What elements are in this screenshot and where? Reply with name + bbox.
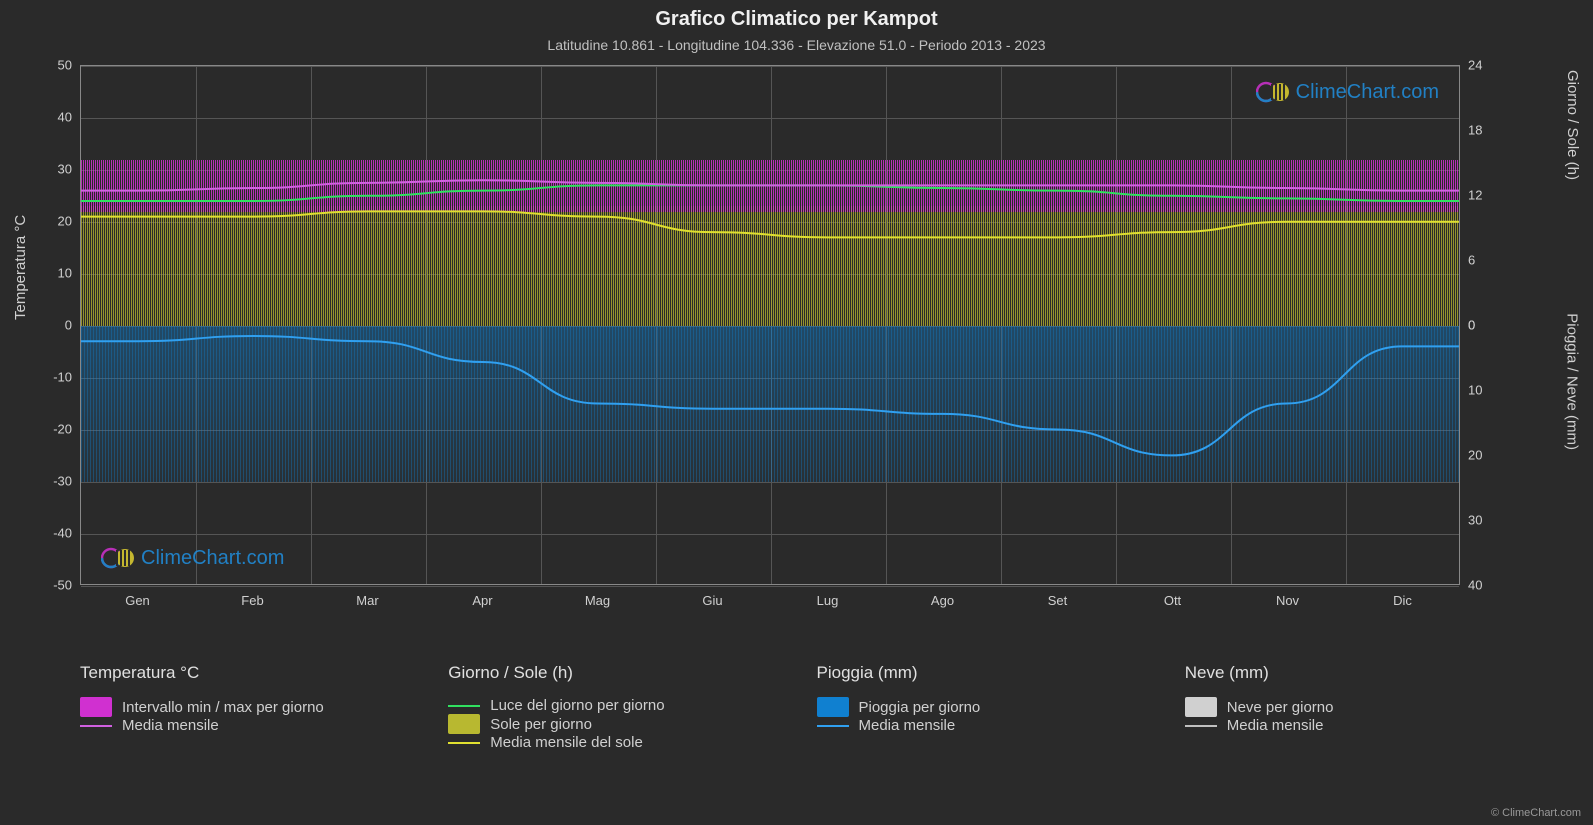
x-tick-month: Nov [1276, 593, 1299, 608]
x-tick-month: Gen [125, 593, 150, 608]
y-tick-right-bottom: 0 [1468, 318, 1508, 333]
legend-swatch [817, 697, 849, 717]
legend-item: Media mensile del sole [448, 734, 776, 751]
legend-line-icon [448, 742, 480, 744]
legend-item: Pioggia per giorno [817, 697, 1145, 717]
y-tick-left: -20 [32, 422, 72, 437]
legend-col-snow: Neve (mm) Neve per giornoMedia mensile [1185, 663, 1513, 813]
y-tick-right-top: 6 [1468, 253, 1508, 268]
chart-subtitle: Latitudine 10.861 - Longitudine 104.336 … [0, 31, 1593, 53]
legend-title-rain: Pioggia (mm) [817, 663, 1145, 683]
legend-col-rain: Pioggia (mm) Pioggia per giornoMedia men… [817, 663, 1145, 813]
legend-label: Sole per giorno [490, 716, 592, 733]
legend-line-icon [817, 725, 849, 727]
x-tick-month: Ago [931, 593, 954, 608]
logo-top: ClimeChart.com [1256, 80, 1439, 104]
legend-swatch [1185, 697, 1217, 717]
y-axis-left-title: Temperatura °C [12, 215, 29, 320]
grid-line-h [81, 534, 1459, 535]
grid-line-h [81, 586, 1459, 587]
legend-title-day: Giorno / Sole (h) [448, 663, 776, 683]
y-tick-right-bottom: 20 [1468, 448, 1508, 463]
legend-item: Media mensile [1185, 717, 1513, 734]
grid-line-h [81, 118, 1459, 119]
x-tick-month: Apr [472, 593, 492, 608]
climechart-logo-icon [1256, 80, 1292, 104]
x-tick-month: Feb [241, 593, 263, 608]
x-tick-month: Dic [1393, 593, 1412, 608]
y-tick-left: -10 [32, 370, 72, 385]
legend-label: Pioggia per giorno [859, 699, 981, 716]
legend: Temperatura °C Intervallo min / max per … [80, 663, 1513, 813]
legend-label: Media mensile del sole [490, 734, 643, 751]
y-tick-right-bottom: 10 [1468, 383, 1508, 398]
y-tick-left: 10 [32, 266, 72, 281]
logo-bottom: ClimeChart.com [101, 546, 284, 570]
legend-item: Intervallo min / max per giorno [80, 697, 408, 717]
x-tick-month: Ott [1164, 593, 1181, 608]
chart-title: Grafico Climatico per Kampot [0, 0, 1593, 31]
x-tick-month: Mar [356, 593, 378, 608]
grid-line-h [81, 66, 1459, 67]
y-tick-right-top: 12 [1468, 188, 1508, 203]
legend-item: Media mensile [817, 717, 1145, 734]
legend-line-icon [80, 725, 112, 727]
y-axis-right-top-title: Giorno / Sole (h) [1564, 70, 1581, 180]
x-tick-month: Lug [817, 593, 839, 608]
sun-band [81, 206, 1459, 326]
legend-item: Neve per giorno [1185, 697, 1513, 717]
legend-label: Luce del giorno per giorno [490, 697, 664, 714]
logo-text: ClimeChart.com [141, 547, 284, 570]
y-tick-left: 20 [32, 214, 72, 229]
y-tick-left: 40 [32, 110, 72, 125]
legend-title-temp: Temperatura °C [80, 663, 408, 683]
y-tick-left: 0 [32, 318, 72, 333]
logo-text: ClimeChart.com [1296, 81, 1439, 104]
grid-line-h [81, 482, 1459, 483]
legend-item: Media mensile [80, 717, 408, 734]
y-tick-right-top: 18 [1468, 123, 1508, 138]
legend-col-day: Giorno / Sole (h) Luce del giorno per gi… [448, 663, 776, 813]
x-tick-month: Giu [702, 593, 722, 608]
climechart-logo-icon [101, 546, 137, 570]
y-tick-right-bottom: 40 [1468, 578, 1508, 593]
chart-plot-area: ClimeChart.com ClimeChart.com [80, 65, 1460, 585]
legend-swatch [448, 714, 480, 734]
y-tick-left: 50 [32, 58, 72, 73]
y-tick-right-bottom: 30 [1468, 513, 1508, 528]
temp-range-band [81, 160, 1459, 212]
legend-title-snow: Neve (mm) [1185, 663, 1513, 683]
y-axis-right-bottom-title: Pioggia / Neve (mm) [1564, 313, 1581, 450]
legend-item: Luce del giorno per giorno [448, 697, 776, 714]
legend-col-temp: Temperatura °C Intervallo min / max per … [80, 663, 408, 813]
x-tick-month: Mag [585, 593, 610, 608]
legend-label: Media mensile [122, 717, 219, 734]
y-tick-left: -40 [32, 526, 72, 541]
legend-line-icon [448, 705, 480, 707]
rain-band-stripes [81, 326, 1459, 482]
y-tick-left: -30 [32, 474, 72, 489]
y-tick-left: 30 [32, 162, 72, 177]
y-tick-right-top: 24 [1468, 58, 1508, 73]
copyright: © ClimeChart.com [1491, 807, 1581, 819]
legend-item: Sole per giorno [448, 714, 776, 734]
y-tick-left: -50 [32, 578, 72, 593]
legend-label: Intervallo min / max per giorno [122, 699, 324, 716]
legend-line-icon [1185, 725, 1217, 727]
legend-label: Media mensile [859, 717, 956, 734]
legend-label: Media mensile [1227, 717, 1324, 734]
legend-swatch [80, 697, 112, 717]
legend-label: Neve per giorno [1227, 699, 1334, 716]
x-tick-month: Set [1048, 593, 1068, 608]
